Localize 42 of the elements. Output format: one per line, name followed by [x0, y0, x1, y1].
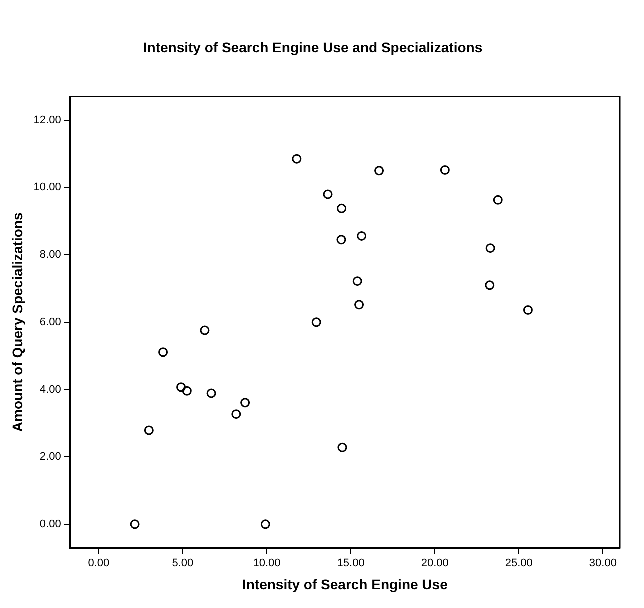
- y-tick-label: 6.00: [40, 316, 62, 328]
- x-tick-label: 30.00: [589, 558, 617, 570]
- point: [338, 442, 348, 452]
- chart-title: Intensity of Search Engine Use and Specializations: [143, 39, 483, 56]
- point: [352, 276, 362, 286]
- y-tick-label: 10.00: [34, 182, 62, 194]
- y-tick-label: 0.00: [40, 518, 62, 530]
- point: [336, 235, 346, 245]
- point: [374, 166, 384, 176]
- x-tick-label: 20.00: [421, 558, 449, 570]
- point: [176, 382, 186, 392]
- x-tick-label: 15.00: [337, 558, 365, 570]
- x-axis-title: Intensity of Search Engine Use: [242, 576, 448, 592]
- point: [292, 154, 302, 164]
- x-tick-label: 5.00: [172, 558, 194, 570]
- point: [323, 190, 333, 200]
- point: [200, 326, 210, 336]
- point: [357, 231, 367, 241]
- y-tick-label: 8.00: [40, 249, 62, 262]
- y-tick-label: 12.00: [34, 114, 62, 126]
- point: [354, 300, 364, 310]
- point: [485, 280, 495, 290]
- point: [486, 244, 496, 254]
- x-tick-label: 10.00: [253, 558, 281, 570]
- point: [158, 348, 168, 358]
- point: [144, 426, 154, 436]
- point: [240, 398, 250, 408]
- y-tick-label: 2.00: [40, 451, 62, 464]
- point: [312, 318, 322, 328]
- x-tick-label: 0.00: [88, 558, 110, 570]
- point: [440, 165, 450, 175]
- point: [337, 204, 347, 214]
- point: [493, 195, 503, 205]
- y-axis-title: Amount of Query Specializations: [9, 212, 26, 432]
- point: [523, 306, 533, 316]
- point: [260, 520, 270, 530]
- y-tick-label: 4.00: [40, 384, 62, 396]
- x-tick-label: 25.00: [505, 558, 533, 570]
- point: [206, 388, 216, 398]
- point: [182, 386, 192, 396]
- point: [130, 520, 140, 530]
- point: [232, 410, 242, 420]
